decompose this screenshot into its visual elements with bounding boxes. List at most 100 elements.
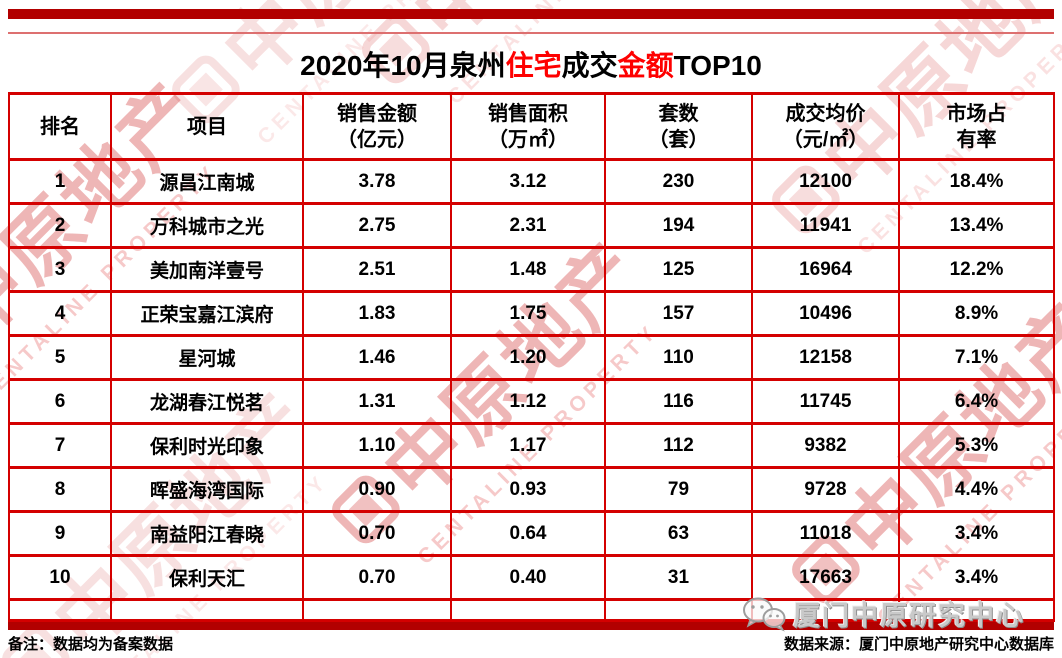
bottom-accent-bar (8, 622, 1054, 630)
table-row: 1 源昌江南城 3.78 3.12 230 12100 18.4% (8, 158, 1055, 205)
title-segment: TOP10 (673, 50, 762, 81)
amount-cell: 0.90 (302, 466, 452, 513)
amount-cell: 2.75 (302, 202, 452, 249)
project-cell: 保利时光印象 (110, 422, 304, 469)
price-cell: 17663 (751, 554, 900, 601)
project-cell: 美加南洋壹号 (110, 246, 304, 293)
project-cell: 正荣宝嘉江滨府 (110, 290, 304, 337)
share-cell: 6.4% (898, 378, 1055, 425)
area-cell: 0.64 (450, 510, 606, 557)
share-cell: 3.4% (898, 510, 1055, 557)
rank-cell: 3 (8, 246, 112, 293)
share-cell: 3.4% (898, 554, 1055, 601)
rank-cell: 2 (8, 202, 112, 249)
header-cell-rank: 排名 (8, 92, 112, 161)
header-cell-area: 销售面积 （万㎡） (450, 92, 606, 161)
units-cell: 116 (604, 378, 753, 425)
rank-cell: 5 (8, 334, 112, 381)
ranking-table: 排名 项目 销售金额 （亿元） 销售面积 （万㎡） 套数 （套） 成交均价 （元/㎡） … (8, 92, 1055, 622)
units-cell: 157 (604, 290, 753, 337)
units-cell: 79 (604, 466, 753, 513)
rank-cell: 8 (8, 466, 112, 513)
rank-cell: 7 (8, 422, 112, 469)
title-segment-highlight: 住宅 (505, 50, 562, 81)
title-segment: 2020年10月泉州 (300, 50, 506, 81)
amount-cell: 2.51 (302, 246, 452, 293)
share-cell: 5.3% (898, 422, 1055, 469)
project-cell: 龙湖春江悦茗 (110, 378, 304, 425)
footer-note: 备注：数据均为备案数据 (8, 636, 174, 653)
project-cell: 晖盛海湾国际 (110, 466, 304, 513)
table-row: 8 晖盛海湾国际 0.90 0.93 79 9728 4.4% (8, 466, 1055, 513)
table-row: 7 保利时光印象 1.10 1.17 112 9382 5.3% (8, 422, 1055, 469)
rank-cell: 4 (8, 290, 112, 337)
share-cell: 18.4% (898, 158, 1055, 205)
footer-source: 数据来源：厦门中原地产研究中心数据库 (783, 636, 1054, 653)
amount-cell: 3.78 (302, 158, 452, 205)
rank-cell: 10 (8, 554, 112, 601)
price-cell: 11018 (751, 510, 900, 557)
table-row: 4 正荣宝嘉江滨府 1.83 1.75 157 10496 8.9% (8, 290, 1055, 337)
rank-cell: 9 (8, 510, 112, 557)
share-cell: 4.4% (898, 466, 1055, 513)
area-cell: 1.20 (450, 334, 606, 381)
ranking-table-container: 排名 项目 销售金额 （亿元） 销售面积 （万㎡） 套数 （套） 成交均价 （元/㎡） … (8, 92, 1055, 622)
price-cell: 16964 (751, 246, 900, 293)
units-cell: 63 (604, 510, 753, 557)
table-row: 3 美加南洋壹号 2.51 1.48 125 16964 12.2% (8, 246, 1055, 293)
units-cell: 110 (604, 334, 753, 381)
title-segment-highlight: 金额 (617, 50, 674, 81)
table-row: 5 星河城 1.46 1.20 110 12158 7.1% (8, 334, 1055, 381)
title-divider-line (8, 32, 1054, 34)
area-cell: 0.93 (450, 466, 606, 513)
price-cell: 12100 (751, 158, 900, 205)
amount-cell: 1.46 (302, 334, 452, 381)
units-cell: 230 (604, 158, 753, 205)
area-cell: 1.17 (450, 422, 606, 469)
header-cell-project: 项目 (110, 92, 304, 161)
price-cell: 12158 (751, 334, 900, 381)
table-row: 2 万科城市之光 2.75 2.31 194 11941 13.4% (8, 202, 1055, 249)
area-cell: 1.75 (450, 290, 606, 337)
rank-cell: 1 (8, 158, 112, 205)
table-row: 10 保利天汇 0.70 0.40 31 17663 3.4% (8, 554, 1055, 601)
footer: 备注：数据均为备案数据 数据来源：厦门中原地产研究中心数据库 (8, 633, 1054, 654)
price-cell: 10496 (751, 290, 900, 337)
share-cell: 13.4% (898, 202, 1055, 249)
units-cell: 194 (604, 202, 753, 249)
header-cell-amount: 销售金额 （亿元） (302, 92, 452, 161)
rank-cell: 6 (8, 378, 112, 425)
units-cell: 112 (604, 422, 753, 469)
amount-cell: 1.10 (302, 422, 452, 469)
header-cell-share: 市场占 有率 (898, 92, 1055, 161)
share-cell: 7.1% (898, 334, 1055, 381)
project-cell: 源昌江南城 (110, 158, 304, 205)
area-cell: 1.48 (450, 246, 606, 293)
area-cell: 1.12 (450, 378, 606, 425)
price-cell: 9382 (751, 422, 900, 469)
price-cell: 11745 (751, 378, 900, 425)
amount-cell: 1.31 (302, 378, 452, 425)
table-header-row: 排名 项目 销售金额 （亿元） 销售面积 （万㎡） 套数 （套） 成交均价 （元/㎡） … (8, 92, 1055, 161)
area-cell: 2.31 (450, 202, 606, 249)
header-cell-units: 套数 （套） (604, 92, 753, 161)
title-segment: 成交 (561, 50, 618, 81)
units-cell: 31 (604, 554, 753, 601)
table-row: 6 龙湖春江悦茗 1.31 1.12 116 11745 6.4% (8, 378, 1055, 425)
header-cell-price: 成交均价 （元/㎡） (751, 92, 900, 161)
project-cell: 南益阳江春晓 (110, 510, 304, 557)
amount-cell: 1.83 (302, 290, 452, 337)
units-cell: 125 (604, 246, 753, 293)
share-cell: 8.9% (898, 290, 1055, 337)
project-cell: 星河城 (110, 334, 304, 381)
table-row: 9 南益阳江春晓 0.70 0.64 63 11018 3.4% (8, 510, 1055, 557)
page-title: 2020年10月泉州住宅成交金额TOP10 (0, 44, 1062, 84)
project-cell: 保利天汇 (110, 554, 304, 601)
area-cell: 3.12 (450, 158, 606, 205)
share-cell: 12.2% (898, 246, 1055, 293)
price-cell: 9728 (751, 466, 900, 513)
area-cell: 0.40 (450, 554, 606, 601)
top-accent-bar (8, 9, 1054, 19)
amount-cell: 0.70 (302, 510, 452, 557)
